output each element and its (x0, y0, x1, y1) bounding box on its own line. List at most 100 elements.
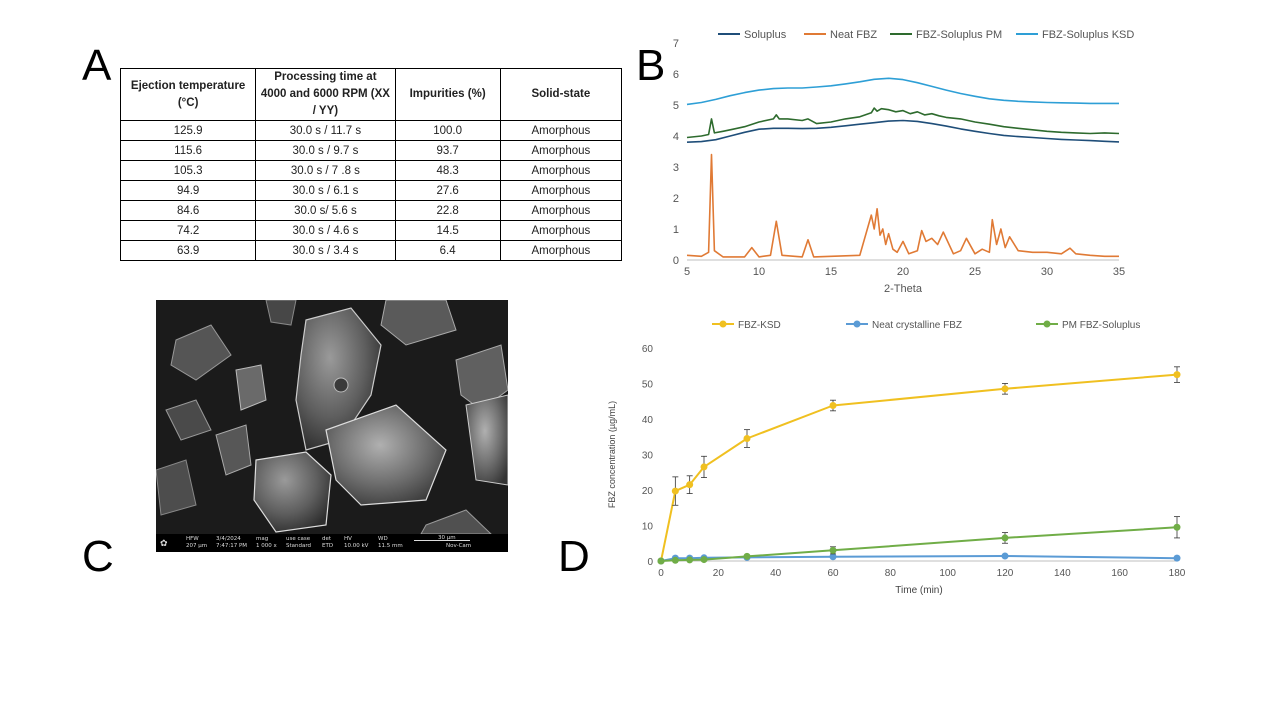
y-tick-label: 10 (642, 522, 654, 533)
sem-particles-image (156, 300, 508, 535)
x-tick-label: 0 (658, 568, 664, 579)
legend-entry: FBZ-KSD (712, 320, 781, 331)
sem-label: WD (378, 536, 388, 542)
table-cell: Amorphous (499, 240, 623, 261)
table-header-row: Ejection temperature (°C) Processing tim… (119, 68, 623, 121)
header-impurities: Impurities (%) (394, 68, 501, 121)
series-line-fbz-soluplus-ksd (686, 77, 1119, 106)
table-cell: 30.0 s / 7 .8 s (255, 160, 396, 181)
header-processing-time: Processing time at 4000 and 6000 RPM (XX… (255, 68, 396, 121)
table-cell: 30.0 s / 11.7 s (255, 120, 396, 141)
data-point (1173, 554, 1181, 562)
legend-entry: PM FBZ-Soluplus (1036, 320, 1140, 331)
sem-label: HV (344, 536, 352, 542)
data-point (686, 556, 694, 564)
sem-value: ETD (322, 543, 334, 549)
sem-value: 11.5 mm (378, 543, 403, 549)
legend-entry: Neat FBZ (804, 29, 877, 41)
y-tick-label: 4 (673, 131, 679, 143)
y-tick-label: 6 (673, 69, 679, 81)
table-row: 63.9 30.0 s / 3.4 s 6.4 Amorphous (119, 240, 623, 261)
data-point (1001, 534, 1009, 542)
legend-entry: Soluplus (718, 29, 787, 41)
table-cell: 93.7 (394, 140, 501, 161)
data-point (829, 402, 837, 410)
dissolution-plot-area (657, 366, 1181, 565)
data-point (1173, 371, 1181, 379)
table-cell: Amorphous (499, 220, 623, 241)
x-tick-label: 160 (1111, 568, 1128, 579)
table-cell: 30.0 s / 6.1 s (255, 180, 396, 201)
y-tick-label: 5 (673, 100, 679, 112)
sem-label: use case (286, 536, 311, 542)
table-cell: 125.9 (119, 120, 257, 141)
x-tick-label: 100 (939, 568, 956, 579)
sem-micrograph: ✿ HFW 207 µm 3/4/2024 7:47:17 PM mag 1 0… (156, 300, 508, 552)
table-cell: 84.6 (119, 200, 257, 221)
scale-bar (414, 540, 470, 541)
table-cell: 14.5 (394, 220, 501, 241)
y-tick-label: 20 (642, 486, 654, 497)
x-tick-label: 80 (885, 568, 897, 579)
dissolution-x-axis-label: Time (min) (895, 585, 942, 596)
table-row: 125.9 30.0 s / 11.7 s 100.0 Amorphous (119, 120, 623, 141)
panel-label-a: A (82, 41, 112, 90)
legend-label: Neat FBZ (830, 29, 877, 41)
data-point (700, 463, 708, 471)
table-cell: Amorphous (499, 160, 623, 181)
data-point (1001, 552, 1009, 560)
xrd-axes: 5 10 15 20 25 30 35 0 1 2 3 4 5 6 7 (673, 38, 1125, 278)
dissolution-axes: 0 20 40 60 80 100 120 140 160 180 0 10 20 30 40 50 60 (642, 344, 1186, 579)
y-tick-label: 0 (673, 255, 679, 267)
table-cell: 30.0 s / 3.4 s (255, 240, 396, 261)
xrd-x-axis-label: 2-Theta (884, 283, 923, 295)
table-cell: Amorphous (499, 180, 623, 201)
x-tick-label: 20 (897, 266, 909, 278)
scale-bar-label: 30 µm (438, 535, 456, 541)
data-point (829, 553, 837, 561)
header-ejection-temperature: Ejection temperature (°C) (119, 68, 257, 121)
table-cell: Amorphous (499, 140, 623, 161)
x-tick-label: 20 (713, 568, 725, 579)
data-point (1173, 523, 1181, 531)
sem-info-bar: ✿ HFW 207 µm 3/4/2024 7:47:17 PM mag 1 0… (156, 534, 508, 552)
table-cell: 100.0 (394, 120, 501, 141)
sem-label: 3/4/2024 (216, 536, 241, 542)
sem-value: 7:47:17 PM (216, 543, 248, 549)
sem-label: det (322, 536, 332, 542)
legend-label: Neat crystalline FBZ (872, 320, 962, 331)
y-tick-label: 60 (642, 344, 654, 355)
table-cell: 63.9 (119, 240, 257, 261)
legend-entry: FBZ-Soluplus KSD (1016, 29, 1134, 41)
x-tick-label: 25 (969, 266, 981, 278)
x-tick-label: 10 (753, 266, 765, 278)
data-point (700, 556, 708, 564)
data-point (657, 557, 665, 565)
header-solid-state: Solid-state (499, 68, 623, 121)
sem-value: 1 000 x (256, 543, 277, 549)
x-tick-label: 120 (997, 568, 1014, 579)
table-cell: 6.4 (394, 240, 501, 261)
table-cell: Amorphous (499, 200, 623, 221)
y-tick-label: 3 (673, 162, 679, 174)
data-point (686, 481, 694, 489)
legend-label: PM FBZ-Soluplus (1062, 320, 1140, 331)
panel-label-d: D (558, 532, 590, 581)
table-row: 84.6 30.0 s/ 5.6 s 22.8 Amorphous (119, 200, 623, 221)
y-tick-label: 30 (642, 451, 654, 462)
series-line-neat-fbz (686, 153, 1119, 258)
table-cell: 30.0 s / 4.6 s (255, 220, 396, 241)
xrd-chart: Soluplus Neat FBZ FBZ-Soluplus PM FBZ-Solup… (673, 29, 1134, 295)
x-tick-label: 40 (770, 568, 782, 579)
data-point (829, 546, 837, 554)
dissolution-y-axis-label: FBZ concentration (µg/mL) (607, 401, 617, 508)
table-row: 115.6 30.0 s / 9.7 s 93.7 Amorphous (119, 140, 623, 161)
table-cell: 94.9 (119, 180, 257, 201)
table-cell: 30.0 s/ 5.6 s (255, 200, 396, 221)
x-tick-label: 140 (1054, 568, 1071, 579)
panel-label-c: C (82, 532, 114, 581)
x-tick-label: 35 (1113, 266, 1125, 278)
legend-entry: Neat crystalline FBZ (846, 320, 962, 331)
processing-table: Ejection temperature (°C) Processing tim… (119, 68, 623, 261)
table-cell: Amorphous (499, 120, 623, 141)
